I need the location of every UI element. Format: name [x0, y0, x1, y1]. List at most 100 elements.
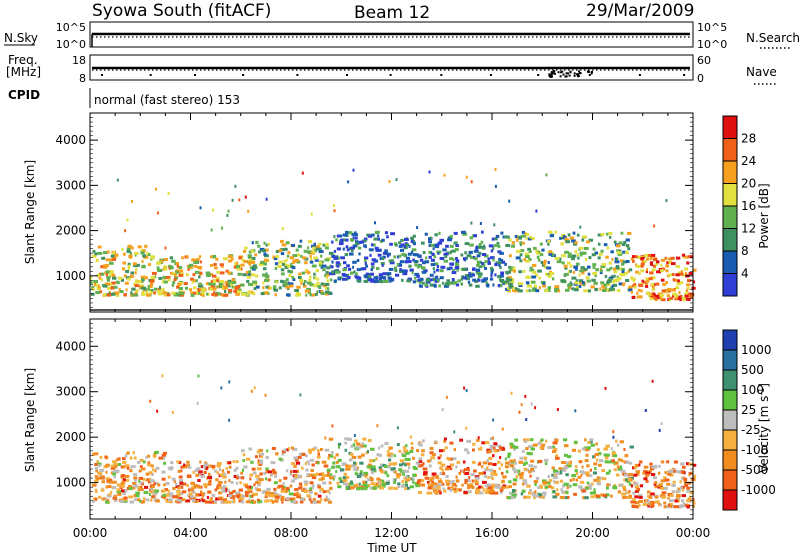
velocity-cell [231, 500, 234, 504]
power-cell [388, 279, 392, 283]
power-cell [332, 204, 335, 207]
velocity-cell [114, 499, 118, 503]
power-cell [650, 292, 653, 296]
velocity-cell [138, 476, 143, 480]
velocity-cell [359, 461, 364, 465]
power-cell [519, 253, 523, 257]
velocity-cell [91, 483, 97, 487]
power-cell [315, 269, 319, 273]
power-cell [346, 264, 350, 268]
velocity-cell [512, 493, 517, 497]
velocity-cell [603, 494, 607, 497]
velocity-cell [608, 469, 611, 473]
power-cell [205, 282, 210, 286]
power-cell [461, 230, 466, 234]
power-colorbar-segment [723, 138, 737, 161]
power-cell [576, 285, 580, 289]
power-cell [220, 284, 223, 288]
velocity-cell [328, 437, 334, 441]
power-cell [436, 264, 440, 268]
power-cell [628, 285, 633, 289]
power-cell [109, 261, 114, 265]
velocity-cell [487, 476, 490, 479]
power-cell [660, 278, 665, 282]
power-cell [636, 264, 641, 268]
velocity-cell [447, 486, 451, 490]
power-cell [472, 267, 476, 271]
velocity-cell [102, 497, 106, 501]
velocity-cell [324, 448, 330, 452]
power-cell [567, 286, 570, 290]
power-cell [333, 249, 337, 253]
power-cell [567, 283, 572, 287]
power-cell [184, 286, 188, 290]
velocity-cell [666, 460, 670, 464]
power-cell [416, 264, 422, 268]
power-cell [197, 284, 203, 288]
power-cell [688, 298, 691, 301]
power-cell [690, 255, 693, 259]
velocity-cell [99, 474, 103, 478]
velocity-cell [281, 487, 285, 491]
power-cell [114, 291, 120, 295]
power-cell [552, 277, 555, 281]
velocity-cell [196, 401, 199, 405]
power-cell [119, 290, 124, 293]
velocity-cell [225, 467, 228, 470]
power-cell [129, 251, 132, 255]
power-cell [368, 234, 373, 238]
power-cell [347, 180, 350, 184]
velocity-cell [142, 460, 146, 464]
power-cell [617, 249, 622, 253]
velocity-cell [612, 430, 615, 434]
velocity-cell [154, 494, 157, 498]
velocity-cell [327, 500, 333, 504]
power-cell [645, 284, 649, 288]
velocity-cell [474, 480, 479, 484]
velocity-cell [613, 454, 618, 458]
velocity-cell [399, 463, 403, 467]
power-cell [283, 259, 287, 263]
velocity-cell [270, 492, 275, 495]
velocity-cell [453, 448, 457, 452]
power-cell [571, 239, 576, 243]
power-cell [229, 282, 234, 286]
power-cell [531, 275, 537, 279]
freq-dip [149, 74, 152, 76]
velocity-cell [380, 444, 384, 448]
power-cell [679, 297, 682, 301]
power-cell [606, 246, 610, 250]
power-cell [92, 249, 96, 253]
velocity-cell [595, 494, 601, 498]
power-cell [188, 288, 192, 292]
power-cell [452, 269, 456, 273]
velocity-cell [147, 463, 152, 467]
power-cell [111, 273, 116, 277]
velocity-cell [220, 500, 224, 504]
power-cell [440, 265, 446, 269]
power-cell [312, 246, 316, 250]
power-cell [178, 287, 183, 290]
power-cell [260, 292, 265, 296]
velocity-cell [244, 490, 250, 494]
velocity-cell [257, 461, 260, 465]
velocity-cell [100, 488, 105, 492]
power-cell [336, 264, 340, 268]
power-cell [494, 168, 497, 171]
velocity-cell [600, 493, 604, 497]
velocity-cell [154, 481, 159, 485]
velocity-cell [353, 484, 357, 488]
power-cell [390, 232, 395, 236]
power-cell [255, 274, 259, 278]
velocity-cell [610, 494, 613, 498]
power-cell [598, 252, 603, 256]
cpid-value: normal (fast stereo) 153 [94, 93, 240, 107]
power-cell [251, 241, 254, 245]
power-cell [401, 269, 406, 273]
velocity-cell [220, 486, 225, 490]
velocity-cell [354, 472, 358, 476]
velocity-cell [543, 493, 546, 497]
velocity-cell [492, 454, 495, 458]
power-cell [316, 277, 320, 281]
velocity-cell [185, 464, 191, 468]
